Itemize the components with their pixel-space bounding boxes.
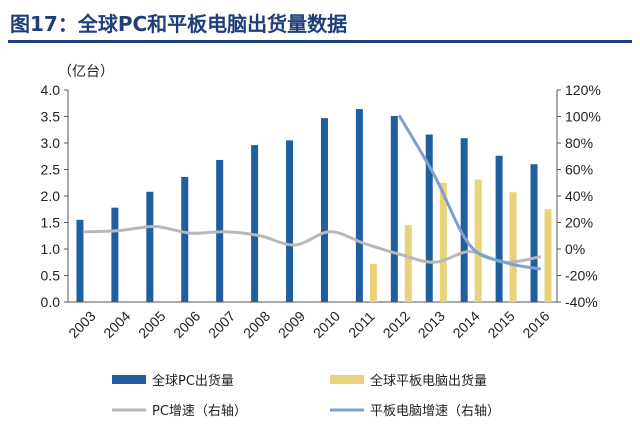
lines: [83, 115, 542, 271]
x-tick-label: 2016: [519, 308, 552, 341]
pc-growth-line: [83, 224, 542, 264]
x-tick-label: 2012: [380, 308, 413, 341]
pc-shipment-bar: [460, 138, 468, 302]
pc-shipment-bar: [286, 140, 294, 302]
y-left-tick-label: 1.5: [41, 215, 61, 231]
tablet-shipment-bar: [474, 179, 482, 302]
x-tick-label: 2015: [484, 308, 517, 341]
pc-shipment-bar: [76, 219, 84, 302]
x-tick-label: 2008: [240, 308, 273, 341]
y-left-tick-label: 4.0: [41, 82, 61, 98]
title-bar: 图17：全球PC和平板电脑出货量数据: [0, 0, 640, 46]
axes: 0.0 0.5 1.0 1.5 2.0 2.5 3.0 3.5 4.0 -40% -20% 0% 20%…: [41, 82, 601, 341]
y-left-unit-label: （亿台）: [58, 63, 114, 79]
y-right-tick-label: 80%: [565, 135, 593, 151]
y-right-tick-label: 40%: [565, 188, 593, 204]
y-right-tick-label: 100%: [565, 109, 601, 125]
tablet-shipment-bar: [509, 192, 517, 302]
tablet-shipment-bar: [404, 225, 412, 302]
y-right-tick-label: 0%: [565, 241, 585, 257]
pc-shipment-bar: [146, 191, 154, 302]
y-left-tick-label: 0.5: [41, 268, 61, 284]
pc-shipment-bar: [320, 118, 328, 302]
pc-shipment-bar: [425, 134, 433, 302]
y-left-tick-label: 3.5: [41, 109, 61, 125]
x-tick-label: 2003: [65, 308, 98, 341]
y-right-tick-label: 60%: [565, 162, 593, 178]
pc-shipment-bar: [355, 109, 363, 302]
pc-shipment-bar: [530, 164, 538, 302]
tablet-shipment-bar: [544, 209, 552, 302]
y-left-tick-label: 1.0: [41, 241, 61, 257]
x-tick-label: 2005: [135, 308, 168, 341]
pc-shipment-bar: [251, 145, 259, 302]
x-tick-label: 2013: [415, 308, 448, 341]
y-right-tick-label: 120%: [565, 82, 601, 98]
title-underline: [8, 40, 632, 43]
tablet-shipment-bar: [439, 182, 447, 302]
legend-tablet-growth-label: 平板电脑增速（右轴）: [370, 404, 500, 419]
x-tick-label: 2007: [205, 308, 238, 341]
y-right-tick-label: -20%: [565, 268, 598, 284]
y-right-tick-label: -40%: [565, 294, 598, 310]
pc-shipment-bar: [495, 155, 503, 302]
y-left-tick-label: 3.0: [41, 135, 61, 151]
pc-shipment-bar: [181, 176, 189, 302]
x-tick-label: 2014: [449, 308, 482, 341]
pc-shipment-bar: [111, 207, 119, 302]
x-tick-label: 2011: [345, 308, 378, 341]
y-left-tick-label: 2.5: [41, 162, 61, 178]
y-left-tick-label: 2.0: [41, 188, 61, 204]
pc-shipment-bar: [390, 115, 398, 302]
y-left-tick-label: 0.0: [41, 294, 61, 310]
x-tick-label: 2004: [100, 308, 133, 341]
x-tick-label: 2009: [275, 308, 308, 341]
y-right-tick-label: 20%: [565, 215, 593, 231]
x-tick-label: 2010: [310, 308, 343, 341]
chart-title: 图17：全球PC和平板电脑出货量数据: [10, 12, 348, 36]
legend-tablet-shipment-label: 全球平板电脑出货量: [370, 373, 487, 389]
tablet-growth-line: [398, 115, 542, 271]
legend-pc-shipment-swatch: [112, 375, 146, 384]
legend-pc-growth-label: PC增速（右轴）: [152, 404, 247, 419]
bars: [76, 109, 552, 302]
legend-tablet-shipment-swatch: [330, 375, 364, 384]
x-tick-label: 2006: [170, 308, 203, 341]
tablet-shipment-bar: [369, 263, 377, 302]
legend: 全球PC出货量 全球平板电脑出货量 PC增速（右轴） 平板电脑增速（右轴）: [112, 373, 500, 419]
legend-pc-shipment-label: 全球PC出货量: [152, 373, 234, 389]
